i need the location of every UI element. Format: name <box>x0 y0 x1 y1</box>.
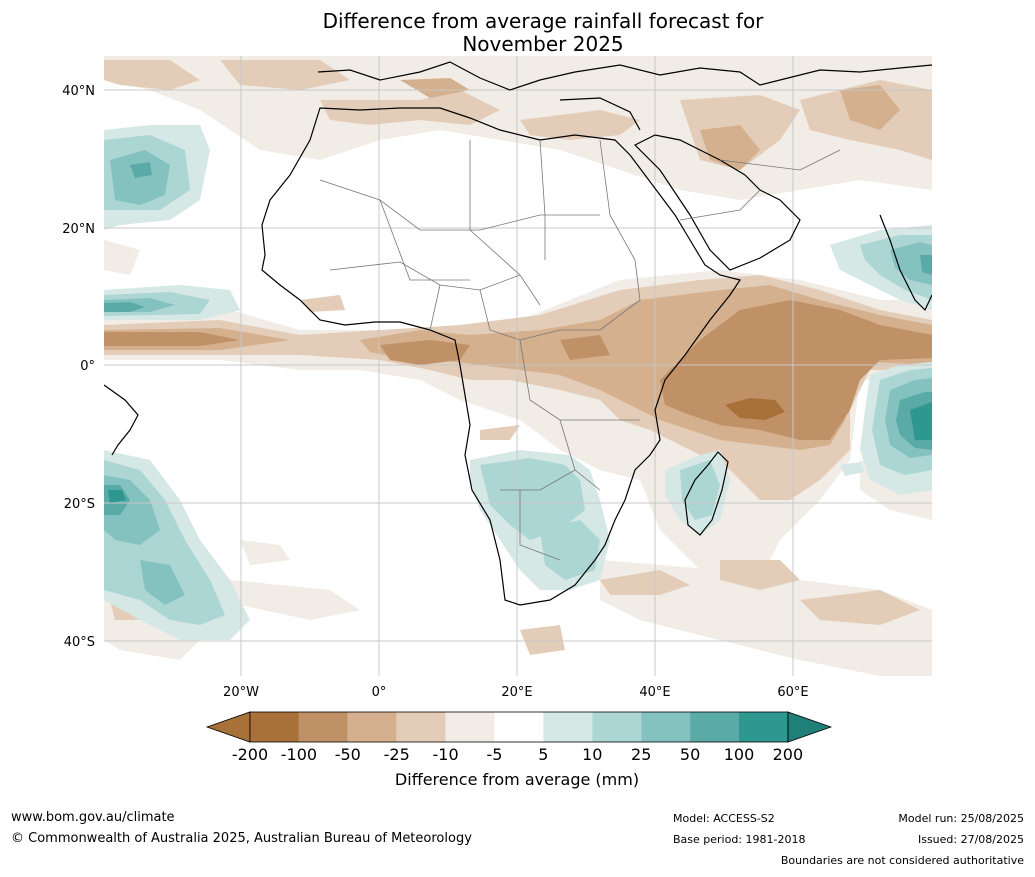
latitude-labels: 40°N 20°N 0° 20°S 40°S <box>62 84 95 650</box>
colorbar-title: Difference from average (mm) <box>395 770 639 789</box>
colorbar-tick-label: 50 <box>680 745 700 764</box>
colorbar-segment <box>347 712 397 742</box>
disclaimer-text: Boundaries are not considered authoritat… <box>780 854 1024 867</box>
colorbar-tick-label: 25 <box>631 745 651 764</box>
map-title: Difference from average rainfall forecas… <box>200 10 886 56</box>
colorbar-segment <box>543 712 593 742</box>
colorbar-outline <box>249 711 789 743</box>
colorbar-extend-low <box>205 711 251 743</box>
lat-label: 20°N <box>62 222 95 237</box>
colorbar-extend-high <box>787 711 833 743</box>
lon-label: 60°E <box>777 685 808 700</box>
model-text: Model: ACCESS-S2 <box>673 812 775 825</box>
lon-label: 40°E <box>639 685 670 700</box>
model-run-text: Model run: 25/08/2025 <box>898 812 1024 825</box>
website-link[interactable]: www.bom.gov.au/climate <box>11 810 175 825</box>
colorbar-tick-label: 5 <box>538 745 548 764</box>
colorbar-tick-label: -50 <box>335 745 361 764</box>
colorbar: -200 -100 -50 -25 -10 -5 5 10 25 50 100 200 <box>205 711 833 764</box>
colorbar-segment <box>298 712 348 742</box>
colorbar-segment <box>445 712 495 742</box>
colorbar-segment <box>739 712 788 742</box>
longitude-labels: 20°W 0° 20°E 40°E 60°E <box>223 685 809 700</box>
issued-text: Issued: 27/08/2025 <box>917 833 1024 846</box>
colorbar-segment <box>690 712 739 742</box>
lat-label: 40°S <box>64 635 95 650</box>
colorbar-tick-label: -5 <box>487 745 503 764</box>
colorbar-tick-label: 10 <box>582 745 602 764</box>
title-line-1: Difference from average rainfall forecas… <box>322 9 764 33</box>
colorbar-tick-label: 200 <box>773 745 804 764</box>
colorbar-tick-label: -100 <box>281 745 317 764</box>
lon-label: 0° <box>372 685 387 700</box>
colorbar-tick-label: 100 <box>724 745 755 764</box>
colorbar-segment <box>641 712 691 742</box>
lat-label: 0° <box>80 359 95 374</box>
country-borders <box>319 139 841 561</box>
colorbar-tick-label: -10 <box>433 745 459 764</box>
colorbar-segment <box>250 712 299 742</box>
title-line-2: November 2025 <box>462 32 624 56</box>
lat-label: 40°N <box>62 84 95 99</box>
lat-label: 20°S <box>64 497 95 512</box>
copyright-text: © Commonwealth of Australia 2025, Austra… <box>11 831 472 846</box>
lon-label: 20°E <box>501 685 532 700</box>
colorbar-tick-label: -200 <box>232 745 268 764</box>
colorbar-segment <box>494 712 544 742</box>
colorbar-segment <box>396 712 446 742</box>
colorbar-segment <box>592 712 642 742</box>
base-period-text: Base period: 1981-2018 <box>673 833 806 846</box>
coastlines <box>104 61 932 606</box>
graticule <box>104 56 932 676</box>
lon-label: 20°W <box>223 685 259 700</box>
colorbar-tick-label: -25 <box>384 745 410 764</box>
